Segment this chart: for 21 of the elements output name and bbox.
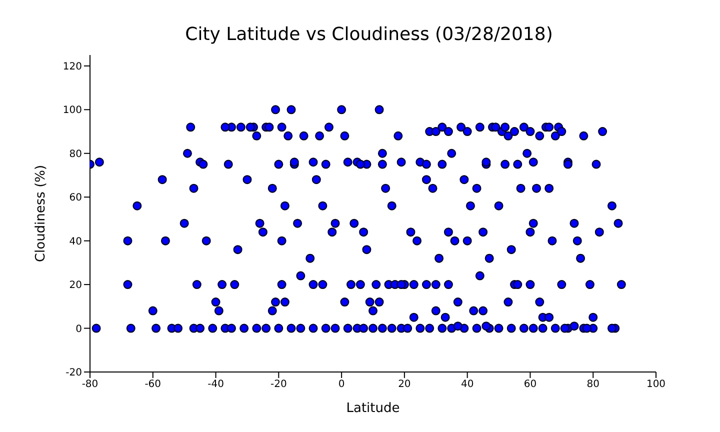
y-tick-label: 20 [69,280,82,292]
x-tick-label: 0 [338,379,345,390]
x-tick-label: 40 [460,379,474,390]
x-axis-title: Latitude [346,401,400,416]
x-tick-label: 100 [646,379,666,390]
y-tick-label: 40 [69,236,82,248]
y-tick-label: 100 [62,105,82,116]
y-tick-label: 0 [76,324,82,335]
x-tick-label: -60 [144,379,162,390]
x-tick-label: 60 [524,379,537,390]
y-axis-title: Cloudiness (%) [34,164,49,262]
x-tick-label: 20 [398,379,411,390]
x-tick-label: 80 [586,379,600,390]
y-tick-label: 120 [62,61,82,72]
x-tick-label: -40 [208,379,224,390]
y-tick-label: 60 [69,192,82,204]
chart-title: City Latitude vs Cloudiness (03/28/2018) [184,24,554,45]
y-tick-label: -20 [66,368,82,379]
x-tick-label: -80 [82,379,98,390]
x-tick-label: -20 [270,379,287,390]
y-tick-label: 80 [69,148,82,160]
